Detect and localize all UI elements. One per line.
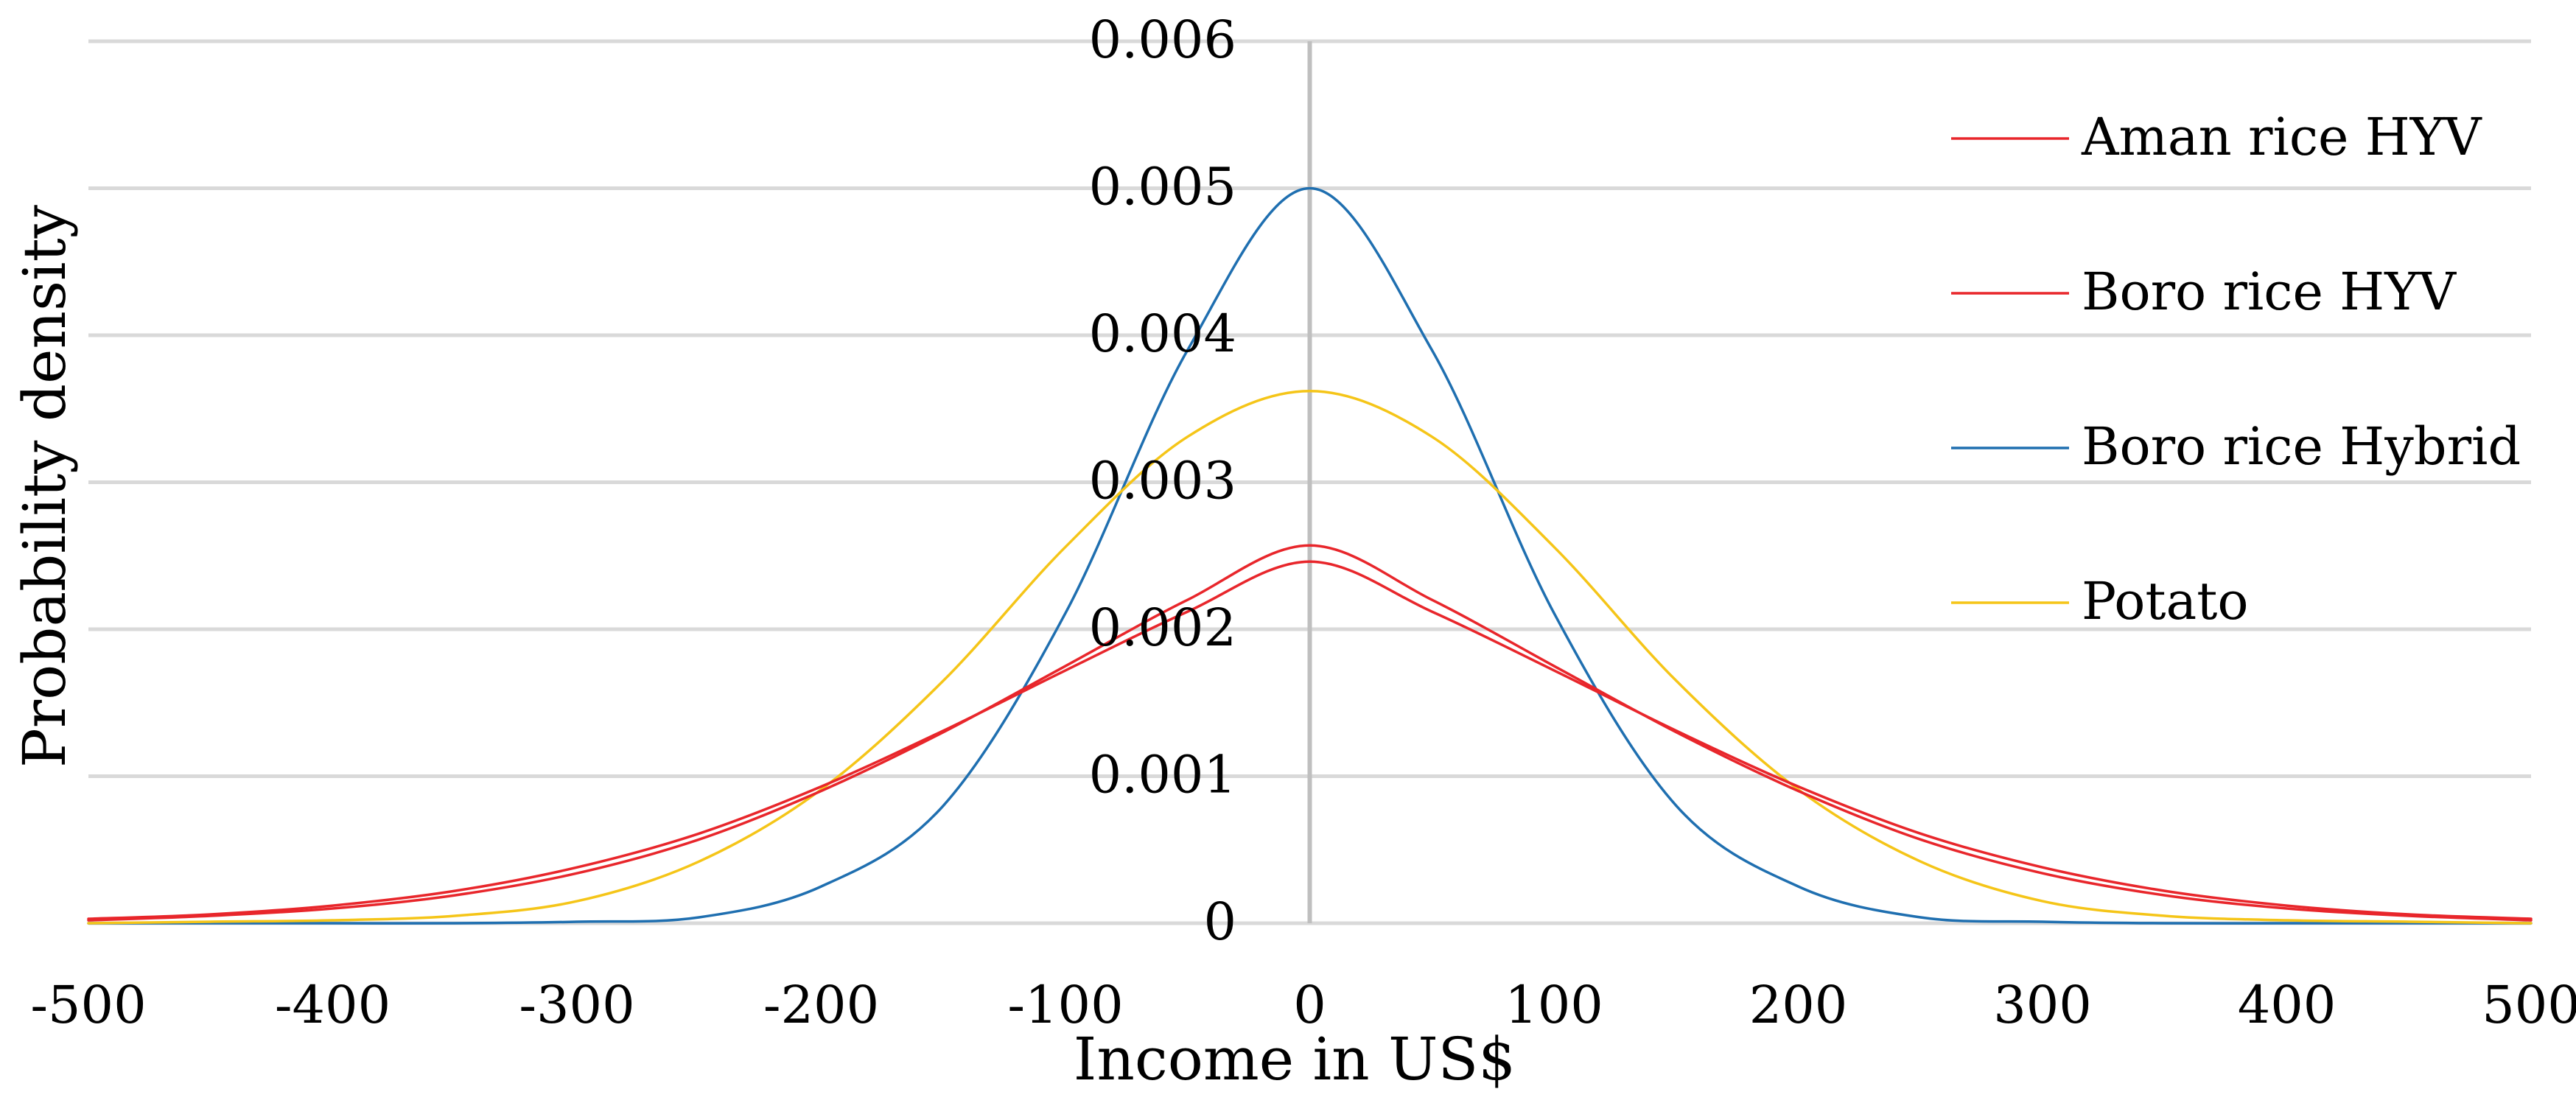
x-tick-label: 100 [1505,975,1603,1035]
series-line-potato [87,390,2533,925]
x-axis-title: Income in US$ [1074,1025,1516,1093]
x-tick-labels: -500 -400 -300 -200 -100 0 100 200 300 400 500 [30,975,2576,1035]
series-lines [87,186,2533,925]
x-tick-label: -300 [519,975,634,1035]
y-tick-label: 0.002 [1089,598,1236,658]
legend-label: Boro rice HYV [2082,262,2457,322]
legend-item: Potato [1951,571,2249,631]
legend-label: Potato [2082,571,2249,631]
legend: Aman rice HYV Boro rice HYV Boro rice Hybr… [1951,107,2521,631]
y-tick-label: 0.004 [1089,304,1236,364]
y-tick-labels: 0 0.001 0.002 0.003 0.004 0.005 0.006 [1089,10,1236,952]
legend-item: Boro rice HYV [1951,262,2457,322]
series-line-boro-rice-hybrid [87,186,2533,925]
y-tick-label: 0.001 [1089,745,1236,805]
y-axis-title: Probability density [10,205,79,768]
x-tick-label: 300 [1993,975,2092,1035]
y-tick-label: 0.005 [1089,157,1236,217]
y-tick-label: 0 [1203,892,1236,952]
y-tick-label: 0.003 [1089,451,1236,511]
x-tick-label: -500 [30,975,146,1035]
series-line-boro-rice-hyv [87,544,2533,922]
legend-item: Aman rice HYV [1951,107,2482,167]
legend-item: Boro rice Hybrid [1951,416,2521,477]
x-tick-label: 0 [1293,975,1326,1035]
legend-label: Boro rice Hybrid [2082,416,2521,477]
y-tick-label: 0.006 [1089,10,1236,70]
legend-label: Aman rice HYV [2081,107,2482,167]
x-tick-label: -100 [1007,975,1123,1035]
x-tick-label: 200 [1749,975,1848,1035]
x-tick-label: 400 [2238,975,2337,1035]
x-tick-label: -200 [763,975,879,1035]
x-tick-label: -400 [275,975,391,1035]
x-tick-label: 500 [2482,975,2576,1035]
series-line-aman-rice-hyv [87,560,2533,920]
